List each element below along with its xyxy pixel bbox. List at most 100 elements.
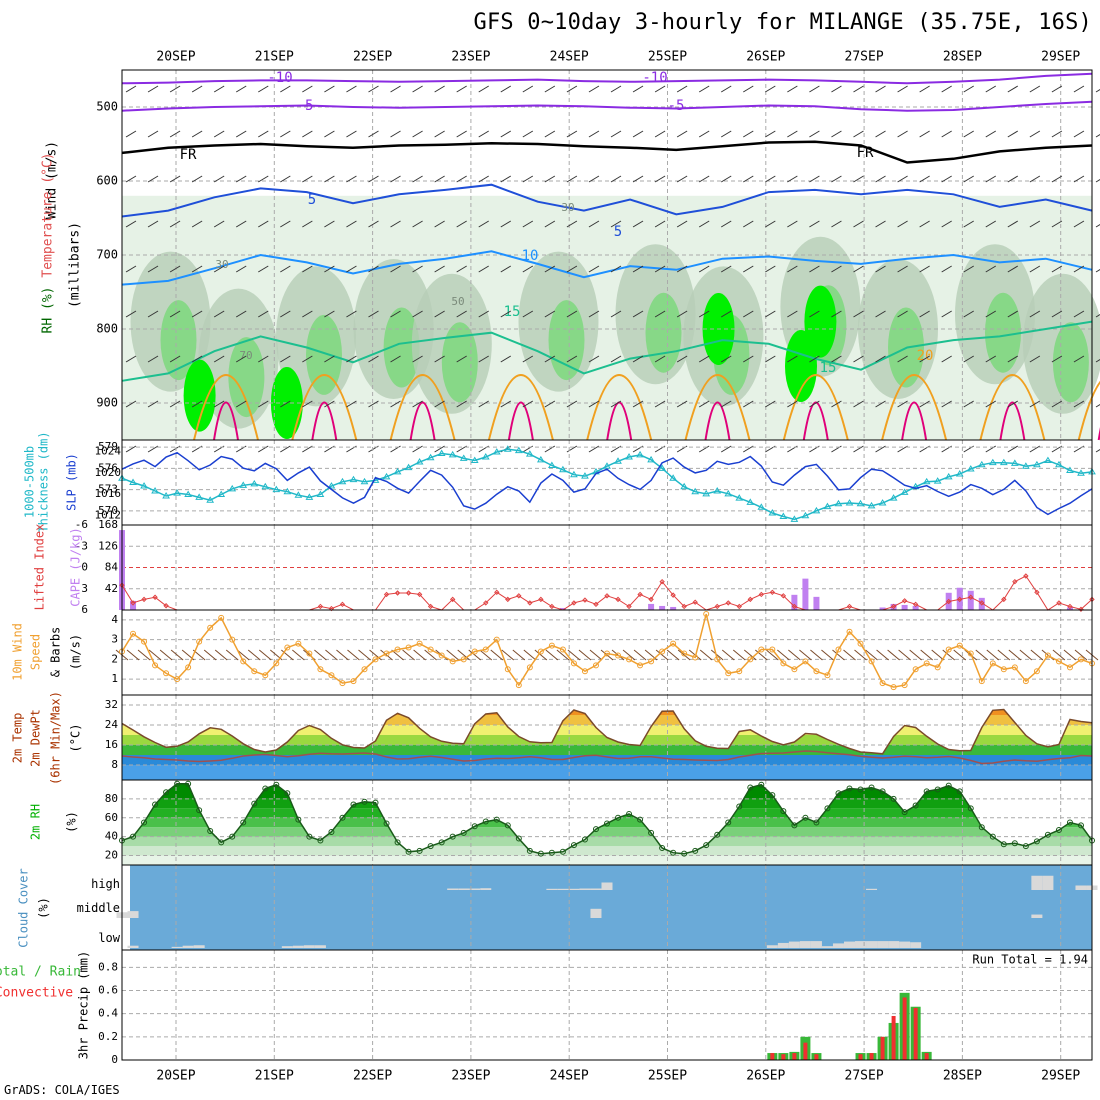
lifted-marker [791, 603, 798, 610]
wind-barb [213, 175, 225, 183]
cloud-cell-low [799, 941, 811, 948]
rh-blob-green [441, 322, 478, 403]
wind-speed-line-marker [703, 610, 710, 617]
wind-barb [853, 130, 864, 138]
cloud-cell-low [855, 941, 867, 948]
lifted-marker [405, 590, 412, 596]
wind-barb [412, 130, 423, 138]
wind-speed-line-marker [879, 680, 886, 687]
thickness-line-marker [548, 461, 556, 468]
thickness-line-marker [250, 479, 259, 487]
rh-line-marker [868, 784, 875, 791]
wind-barb [720, 130, 732, 138]
date-tick-bottom: 23SEP [451, 1069, 490, 1084]
surface-wind-barb [336, 649, 349, 661]
lifted-marker [1078, 606, 1084, 612]
wind-barb [544, 310, 556, 318]
wind-barb [191, 220, 203, 228]
thickness-line-marker [228, 484, 237, 492]
wind-barb [346, 85, 357, 93]
wind-barb [831, 310, 842, 318]
wind-barb [1007, 400, 1019, 408]
wind-barb [125, 265, 137, 273]
rh-line-marker [703, 842, 710, 849]
isotherm-hot [704, 401, 731, 441]
surface-wind-barb [854, 649, 867, 661]
surface-wind-barb [810, 649, 823, 661]
thickness-line-marker [360, 477, 369, 485]
wind-barb [897, 220, 908, 228]
surface-wind-barb [909, 649, 922, 661]
rh-line-marker [427, 843, 434, 850]
rh-line-marker [890, 795, 897, 802]
wind-barb [743, 85, 754, 93]
wind-barb [125, 220, 137, 228]
wind-barb [456, 220, 467, 228]
wind-barb [1051, 355, 1063, 363]
wind-barb [985, 130, 997, 138]
wind-barb [456, 265, 467, 273]
wind-barb [831, 130, 842, 138]
wind-barb [434, 310, 445, 318]
wind-barb [544, 220, 556, 228]
thickness-line-marker [459, 454, 468, 461]
rh-line-marker [328, 828, 335, 835]
date-tick-bottom: 20SEP [156, 1069, 195, 1084]
cloud-cell-low [193, 945, 205, 948]
surface-wind-barb [1008, 649, 1022, 661]
wind-barb [544, 400, 556, 408]
wind-barb [1073, 400, 1085, 408]
rh-line-marker [846, 785, 853, 792]
wind-barb [698, 265, 710, 273]
wind-barb [280, 400, 291, 408]
wind-speed-line-marker [515, 682, 522, 689]
wind-barb [368, 310, 379, 318]
wind-barb [324, 85, 335, 93]
wind-barb [302, 220, 313, 228]
wind-barb [147, 445, 159, 453]
wind-barb [1051, 400, 1063, 408]
wind-barb [125, 85, 137, 93]
rh-line-marker [559, 848, 566, 855]
wind-barb [478, 265, 489, 273]
lifted-tick-label: 6 [81, 603, 88, 616]
isotherm-hot [409, 401, 436, 441]
precip-convective-bar [858, 1054, 863, 1060]
isotherm-warm [684, 374, 751, 441]
wind-barb [941, 265, 952, 273]
surface-wind-barb [589, 649, 603, 661]
surface-wind-barb [821, 649, 834, 661]
surface-wind-barb [413, 649, 426, 661]
rh-line-marker [174, 780, 181, 787]
wind-speed-line-marker [615, 652, 622, 659]
wind-barb [610, 175, 622, 183]
date-tick-bottom: 24SEP [550, 1069, 589, 1084]
surface-wind-barb [986, 649, 1000, 661]
wind-barb [324, 265, 335, 273]
rh-line-marker [163, 789, 170, 796]
isotherm-line [121, 140, 1093, 164]
surface-wind-barb [799, 649, 812, 661]
wind-speed-line-marker [1033, 668, 1040, 675]
wind-barb [676, 130, 688, 138]
rh-line-marker [1022, 843, 1029, 850]
date-tick-top: 21SEP [255, 50, 294, 65]
wind-speed-line-marker [736, 668, 743, 675]
wind-barb [213, 265, 225, 273]
rh-band [122, 827, 1092, 837]
wind-speed-line-marker [1077, 656, 1084, 663]
wind-speed-line-marker [989, 660, 996, 667]
wind-barb [1095, 224, 1100, 228]
wind-speed-line-marker [670, 640, 677, 647]
rh-line-marker [923, 788, 930, 795]
wind-barb [302, 265, 313, 273]
lifted-marker [1023, 573, 1029, 579]
thickness-line-marker [801, 511, 810, 519]
rh-line-marker [857, 786, 864, 793]
wind-speed-line-marker [923, 660, 930, 667]
thickness-line-marker [570, 470, 578, 478]
wind-barb [191, 400, 203, 408]
wind-barb [412, 400, 423, 408]
wind-barb [544, 445, 556, 453]
wind-barb [654, 400, 666, 408]
